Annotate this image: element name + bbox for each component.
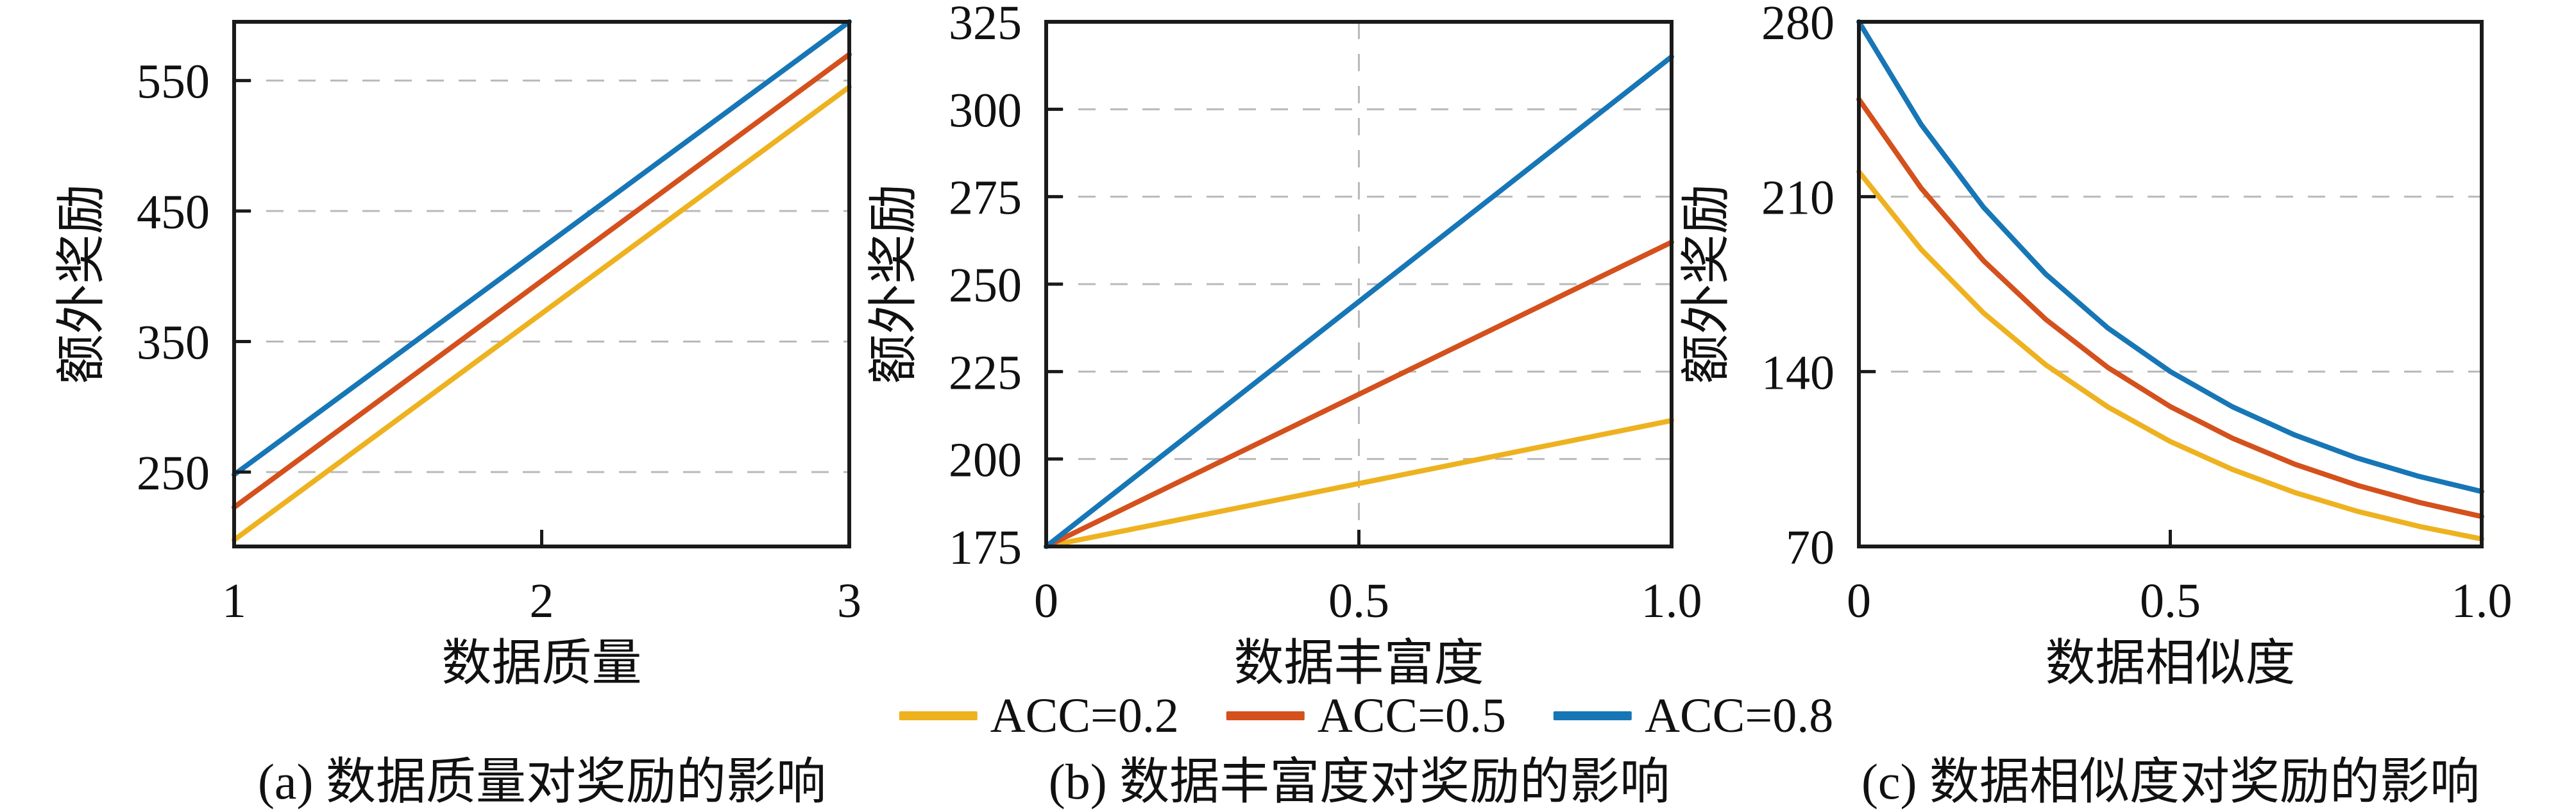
y-tick-label: 275 — [949, 171, 1022, 225]
y-tick-label: 225 — [949, 346, 1022, 400]
y-tick-label: 210 — [1761, 171, 1835, 225]
caption-panel-a: (a) 数据质量对奖励的影响 — [257, 754, 827, 809]
legend-line-swatch-yellow — [899, 711, 978, 720]
x-axis-title: 数据质量 — [441, 635, 641, 691]
chart-panel-a: 250 350 450 550 1 2 3 数据质量 额外奖励 — [53, 19, 861, 691]
x-tick-label: 0 — [1847, 574, 1871, 628]
x-tick-label: 1.0 — [1641, 574, 1702, 628]
series-line-acc-0-5 — [1044, 239, 1674, 549]
y-axis-title: 额外奖励 — [1678, 184, 1734, 384]
y-tick-label: 450 — [137, 185, 210, 239]
y-axis-title: 额外奖励 — [865, 184, 921, 384]
y-tick-label: 200 — [949, 434, 1022, 487]
series-line-acc-0-8 — [232, 19, 852, 478]
x-tick-label: 2 — [530, 574, 554, 628]
x-tick-label: 1.0 — [2452, 574, 2512, 628]
x-tick-label: 0.5 — [1328, 574, 1389, 628]
y-axis-title: 额外奖励 — [53, 184, 109, 384]
x-axis-title: 数据丰富度 — [1233, 635, 1484, 691]
series-line-acc-0-2 — [232, 84, 852, 543]
legend-label: ACC=0.8 — [1645, 689, 1834, 743]
chart-legend: ACC=0.2 ACC=0.5 ACC=0.8 — [899, 691, 1833, 740]
legend-item-acc-0-5: ACC=0.5 — [1226, 691, 1506, 740]
y-tick-label: 350 — [137, 316, 210, 370]
x-tick-label: 0 — [1034, 574, 1058, 628]
y-tick-label: 250 — [949, 258, 1022, 312]
plot-frame — [232, 20, 851, 548]
series-line-acc-0-2 — [1856, 169, 2484, 542]
x-tick-label: 0.5 — [2140, 574, 2201, 628]
y-tick-label: 550 — [137, 55, 210, 109]
y-tick-label: 70 — [1786, 521, 1835, 575]
legend-label: ACC=0.5 — [1317, 689, 1507, 743]
legend-line-swatch-red — [1226, 711, 1305, 720]
charts-area: 250 350 450 550 1 2 3 数据质量 额外奖励 175 200 225 250 275 30… — [53, 0, 2512, 691]
y-tick-label: 280 — [1761, 0, 1835, 50]
caption-panel-c: (c) 数据相似度对奖励的影响 — [1861, 754, 2480, 809]
caption-panel-b: (b) 数据丰富度对奖励的影响 — [1048, 754, 1670, 809]
series-line-acc-0-8 — [1044, 54, 1674, 549]
chart-panel-b: 175 200 225 250 275 300 325 0 0.5 1.0 数据丰富度 额外奖励 — [865, 0, 1702, 691]
x-tick-label: 3 — [837, 574, 861, 628]
y-tick-label: 300 — [949, 83, 1022, 137]
chart-panel-c: 70 140 210 280 0 0.5 1.0 数据相似度 额外奖励 — [1678, 0, 2512, 691]
legend-line-swatch-blue — [1554, 711, 1632, 720]
legend-label: ACC=0.2 — [990, 689, 1179, 743]
series-line-acc-0-5 — [1856, 96, 2484, 520]
y-tick-label: 250 — [137, 446, 210, 500]
y-tick-label: 325 — [949, 0, 1022, 50]
x-axis-title: 数据相似度 — [2045, 635, 2295, 691]
y-tick-label: 140 — [1761, 346, 1835, 400]
legend-item-acc-0-8: ACC=0.8 — [1554, 691, 1833, 740]
y-tick-label: 175 — [949, 521, 1022, 575]
x-tick-label: 1 — [222, 574, 246, 628]
series-line-acc-0-2 — [1044, 418, 1674, 549]
charts-canvas: 250 350 450 550 1 2 3 数据质量 额外奖励 175 200 225 250 275 30… — [53, 0, 2512, 691]
series-line-acc-0-8 — [1856, 19, 2484, 495]
series-line-acc-0-5 — [232, 51, 852, 510]
legend-item-acc-0-2: ACC=0.2 — [899, 691, 1179, 740]
